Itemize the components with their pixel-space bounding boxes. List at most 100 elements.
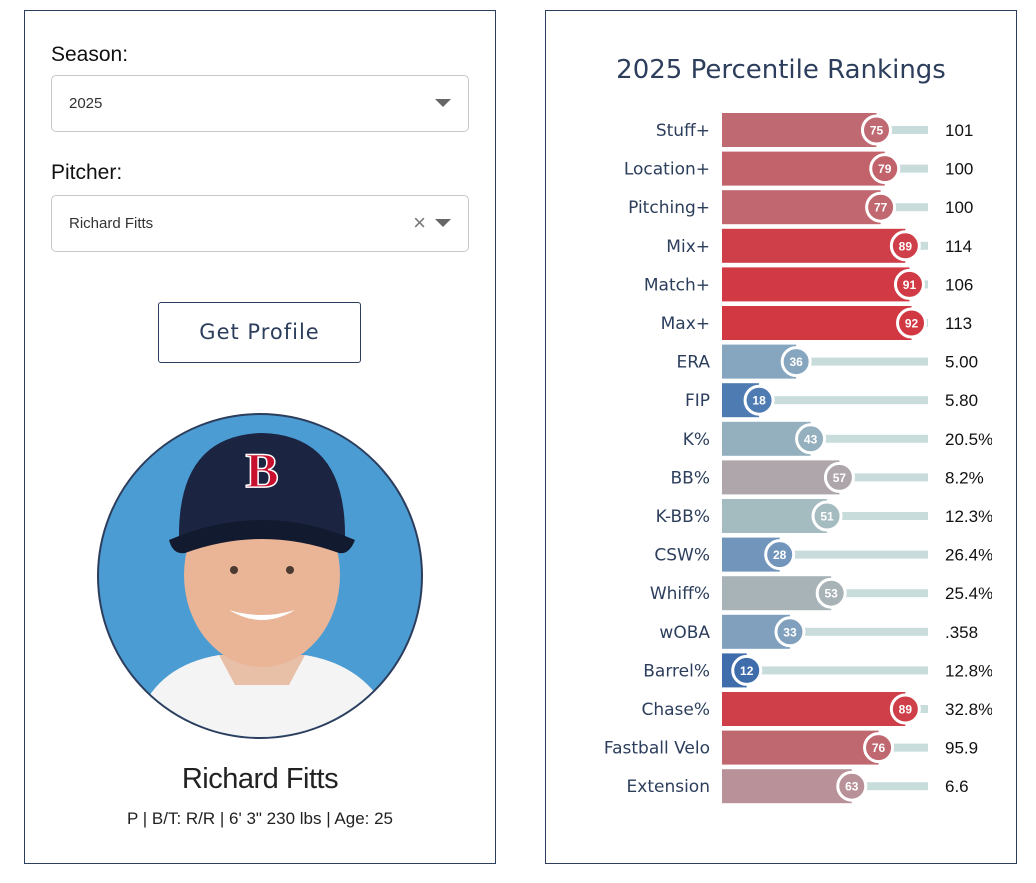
chevron-down-icon[interactable] — [435, 219, 451, 227]
percentile-bar — [722, 499, 828, 533]
percentile-marker — [863, 732, 895, 764]
season-label: Season: — [51, 43, 129, 66]
percentile-marker — [731, 654, 763, 686]
metric-value: 101 — [945, 121, 973, 140]
metric-value: 106 — [945, 275, 973, 294]
percentile-bar — [722, 730, 879, 765]
metric-label: Fastball Velo — [604, 739, 710, 759]
metric-label: K-BB% — [656, 507, 710, 527]
metric-value: 12.8% — [945, 661, 993, 680]
percentile-label: 33 — [783, 625, 797, 639]
percentile-label: 36 — [789, 355, 803, 369]
metric-label: Mix+ — [666, 237, 710, 257]
percentile-label: 51 — [820, 510, 834, 524]
metric-label: Pitching+ — [628, 198, 710, 218]
percentile-label: 57 — [833, 471, 847, 485]
percentile-bar — [722, 228, 906, 263]
percentile-label: 89 — [899, 239, 913, 253]
metric-label: FIP — [685, 391, 710, 411]
metric-value: 113 — [945, 314, 972, 333]
metric-label: Barrel% — [643, 661, 710, 681]
percentile-bar — [722, 576, 832, 611]
percentile-label: 77 — [874, 201, 888, 215]
chevron-down-icon[interactable] — [435, 99, 451, 107]
metric-label: K% — [683, 430, 710, 450]
track-bar — [876, 126, 928, 134]
metric-label: Stuff+ — [656, 121, 710, 141]
track-bar — [827, 512, 928, 520]
percentile-panel: 2025 Percentile Rankings 75 Stuff+ 101 79 Lo… — [545, 10, 1017, 864]
track-bar — [746, 666, 928, 675]
track-bar — [831, 589, 928, 598]
metric-value: 25.4% — [945, 584, 993, 603]
metric-value: .358 — [945, 623, 978, 642]
pitcher-select[interactable]: Richard Fitts × — [51, 195, 469, 252]
percentile-bar — [722, 151, 885, 186]
metric-label: Extension — [627, 777, 710, 797]
metric-value: 100 — [945, 198, 973, 217]
chart-title: 2025 Percentile Rankings — [616, 55, 946, 85]
percentile-label: 75 — [870, 124, 884, 138]
percentile-label: 92 — [905, 317, 919, 331]
percentile-label: 43 — [804, 432, 818, 446]
metric-label: wOBA — [659, 623, 710, 643]
percentile-bar — [722, 460, 840, 495]
percentile-marker — [811, 500, 843, 532]
percentile-label: 91 — [903, 278, 917, 292]
cap-logo: B — [245, 442, 278, 498]
filter-panel: Season: 2025 Pitcher: Richard Fitts × Ge… — [24, 10, 496, 864]
percentile-marker — [893, 268, 925, 300]
percentile-bar — [722, 692, 906, 726]
percentile-marker — [774, 616, 806, 648]
track-bar — [884, 164, 928, 173]
get-profile-button[interactable]: Get Profile — [158, 302, 361, 363]
percentile-label: 28 — [773, 548, 787, 562]
metric-value: 6.6 — [945, 777, 969, 796]
track-bar — [839, 473, 928, 482]
metric-label: Whiff% — [650, 584, 710, 604]
percentile-label: 89 — [899, 703, 913, 717]
percentile-label: 63 — [845, 780, 859, 794]
percentile-bar — [722, 113, 877, 147]
metric-label: CSW% — [654, 546, 710, 566]
metric-value: 32.8% — [945, 700, 993, 719]
metric-label: Chase% — [641, 700, 710, 720]
metric-value: 5.80 — [945, 391, 978, 410]
percentile-bar — [722, 190, 881, 225]
percentile-marker — [743, 384, 775, 416]
percentile-marker — [889, 693, 921, 725]
track-bar — [810, 434, 928, 443]
percentile-marker — [896, 307, 928, 339]
season-value: 2025 — [69, 95, 103, 112]
percentile-marker — [795, 423, 827, 455]
percentile-label: 12 — [740, 664, 754, 678]
percentile-marker — [869, 153, 901, 185]
track-bar — [779, 550, 928, 559]
pitcher-value: Richard Fitts — [69, 215, 154, 232]
metric-value: 26.4% — [945, 546, 993, 565]
percentile-label: 18 — [752, 394, 766, 408]
metric-label: ERA — [677, 353, 711, 373]
percentile-bar — [722, 267, 910, 302]
track-bar — [851, 782, 928, 791]
percentile-marker — [865, 191, 897, 223]
metric-value: 20.5% — [945, 430, 993, 449]
player-name: Richard Fitts — [181, 763, 339, 795]
metric-value: 100 — [945, 160, 973, 179]
season-select[interactable]: 2025 — [51, 75, 469, 132]
percentile-marker — [764, 539, 796, 571]
metric-value: 114 — [945, 237, 972, 256]
percentile-label: 79 — [878, 162, 892, 176]
track-bar — [878, 743, 928, 752]
percentile-marker — [823, 461, 855, 493]
percentile-marker — [780, 346, 812, 378]
percentile-marker — [836, 770, 868, 802]
metric-label: BB% — [671, 468, 710, 488]
metric-label: Location+ — [624, 160, 710, 180]
clear-icon[interactable]: × — [413, 210, 426, 235]
pitcher-label: Pitcher: — [51, 161, 123, 184]
metric-value: 12.3% — [945, 507, 993, 526]
percentile-chart: 75 Stuff+ 101 79 Location+ 100 77 Pitching+ 100 8… — [604, 113, 993, 804]
track-bar — [789, 627, 928, 636]
track-bar — [759, 396, 928, 405]
